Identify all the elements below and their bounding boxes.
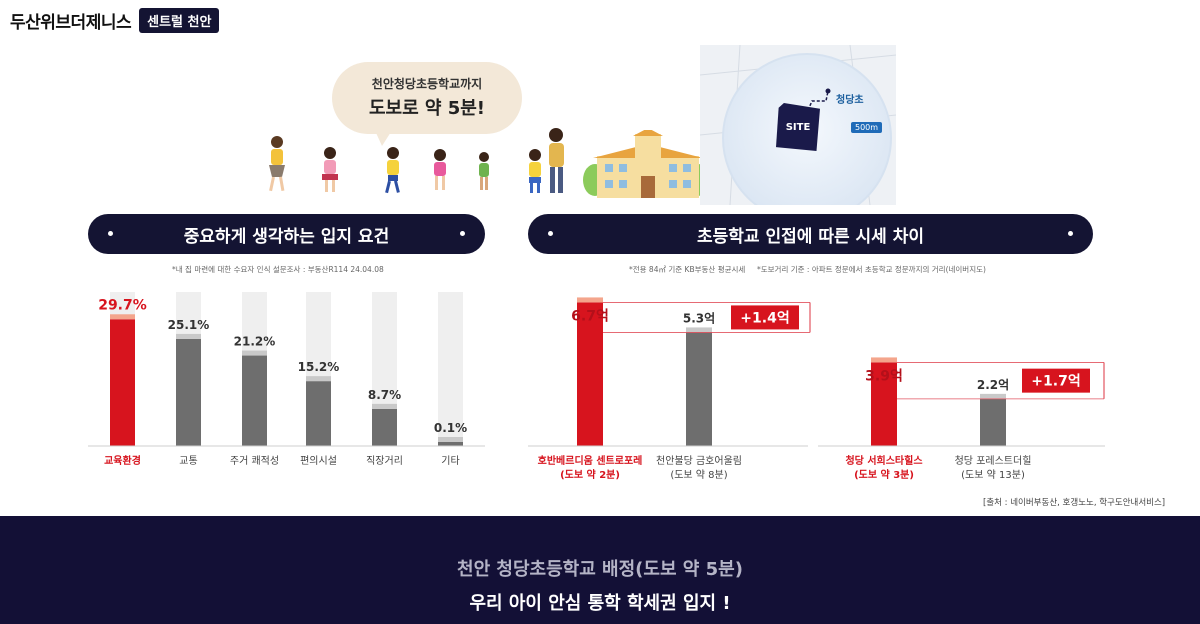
- category-sublabel: (도보 약 3분): [854, 468, 914, 481]
- charts: 29.7% 교육환경 25.1% 교통 21.2% 주거 쾌적성 15.2% 편의시설 8.7%…: [88, 292, 1105, 481]
- right-section-title-bar: 초등학교 인접에 따른 시세 차이: [528, 214, 1093, 254]
- kid-figure-5-icon: [479, 152, 489, 190]
- bar-cap: [686, 327, 712, 333]
- bar-cap: [110, 314, 135, 320]
- map-distance-badge: 500m: [851, 122, 883, 133]
- diff-label: +1.4억: [740, 310, 789, 326]
- category-label: 교통: [179, 455, 197, 467]
- diff-badge: [1022, 368, 1090, 393]
- bar-cap: [577, 297, 603, 303]
- bar: [438, 442, 463, 446]
- category-label: 교육환경: [104, 454, 141, 467]
- left-section-title-bar: 중요하게 생각하는 입지 요건: [88, 214, 485, 254]
- kid-figure-3-icon: [385, 147, 400, 194]
- bar: [306, 381, 331, 446]
- data-label: 15.2%: [298, 360, 340, 374]
- bar: [176, 338, 201, 446]
- bar-cap: [306, 376, 331, 382]
- category-sublabel: (도보 약 13분): [961, 469, 1025, 481]
- speech-line1: 천안청당초등학교까지: [371, 77, 483, 91]
- category-sublabel: (도보 약 2분): [560, 468, 620, 481]
- data-label: 29.7%: [98, 297, 147, 313]
- parent-figure-icon: [549, 128, 564, 193]
- data-label: 5.3억: [683, 311, 715, 325]
- data-label: 0.1%: [434, 421, 467, 435]
- footer-line1: 천안 청당초등학교 배정(도보 약 5분): [457, 559, 743, 580]
- kid-figure-6-icon: [529, 149, 541, 193]
- site-marker: SITE: [776, 103, 820, 151]
- bar-cap: [372, 403, 397, 409]
- bar: [871, 362, 897, 446]
- map-school-label: 청당초: [836, 95, 864, 106]
- category-label: 호반베르디움 센트로포레: [538, 454, 643, 467]
- bar-cap: [176, 333, 201, 339]
- bar-track: [438, 292, 463, 446]
- category-label: 직장거리: [366, 455, 403, 467]
- footer-banner: 천안 청당초등학교 배정(도보 약 5분) 우리 아이 안심 통학 학세권 입지…: [0, 516, 1200, 624]
- data-label: 6.7억: [571, 308, 609, 324]
- bar: [242, 355, 267, 446]
- bar-cap: [242, 350, 267, 356]
- right-section-title: 초등학교 인접에 따른 시세 차이: [697, 226, 924, 247]
- category-label: 기타: [441, 455, 459, 467]
- bar: [980, 398, 1006, 446]
- diff-badge: [731, 305, 799, 330]
- brand-name: 두산위브더제니스: [10, 12, 132, 33]
- category-label: 청당 포레스트더힐: [955, 454, 1032, 467]
- bar-cap: [438, 437, 463, 442]
- category-label: 천안불당 금호어울림: [656, 455, 742, 467]
- right-section-note-1: *전용 84㎡ 기준 KB부동산 평균시세: [629, 265, 746, 274]
- left-section-title: 중요하게 생각하는 입지 요건: [183, 226, 390, 247]
- school-building-icon: [583, 130, 713, 198]
- bar: [372, 408, 397, 446]
- bar: [110, 319, 135, 446]
- category-sublabel: (도보 약 8분): [670, 469, 727, 481]
- walking-kids-illustration: [269, 128, 564, 194]
- kid-figure-4-icon: [434, 149, 446, 190]
- brand: 두산위브더제니스 센트럴 천안: [10, 7, 220, 33]
- category-label: 편의시설: [300, 455, 337, 467]
- location-map: SITE 청당초 500m: [700, 45, 896, 205]
- right-section-note-2: *도보거리 기준 : 아파트 정문에서 초등학교 정문까지의 거리(네이버지도): [757, 265, 986, 274]
- bar-cap: [980, 393, 1006, 399]
- kid-figure-2-icon: [322, 147, 338, 192]
- kid-figure-1-icon: [269, 136, 285, 192]
- data-label: 25.1%: [168, 318, 210, 332]
- bar: [577, 302, 603, 446]
- footer-line2: 우리 아이 안심 통학 학세권 입지 !: [469, 593, 731, 614]
- brand-badge: 센트럴 천안: [139, 7, 220, 33]
- speech-line2: 도보로 약 5분!: [368, 98, 486, 119]
- speech-bubble: 천안청당초등학교까지 도보로 약 5분!: [332, 62, 522, 146]
- data-label: 21.2%: [234, 335, 276, 349]
- category-label: 주거 쾌적성: [230, 455, 279, 467]
- bar-cap: [871, 357, 897, 363]
- diff-label: +1.7억: [1031, 374, 1080, 390]
- source-note: [출처 : 네이버부동산, 호갱노노, 학구도안내서비스]: [983, 498, 1166, 508]
- data-label: 2.2억: [977, 378, 1009, 392]
- data-label: 8.7%: [368, 388, 401, 402]
- data-label: 3.9억: [865, 368, 903, 384]
- bar: [686, 332, 712, 446]
- left-section-note: *내 집 마련에 대한 수요자 인식 설문조사 : 부동산R114 24.04.…: [172, 265, 384, 274]
- category-label: 청당 서희스타힐스: [845, 454, 922, 467]
